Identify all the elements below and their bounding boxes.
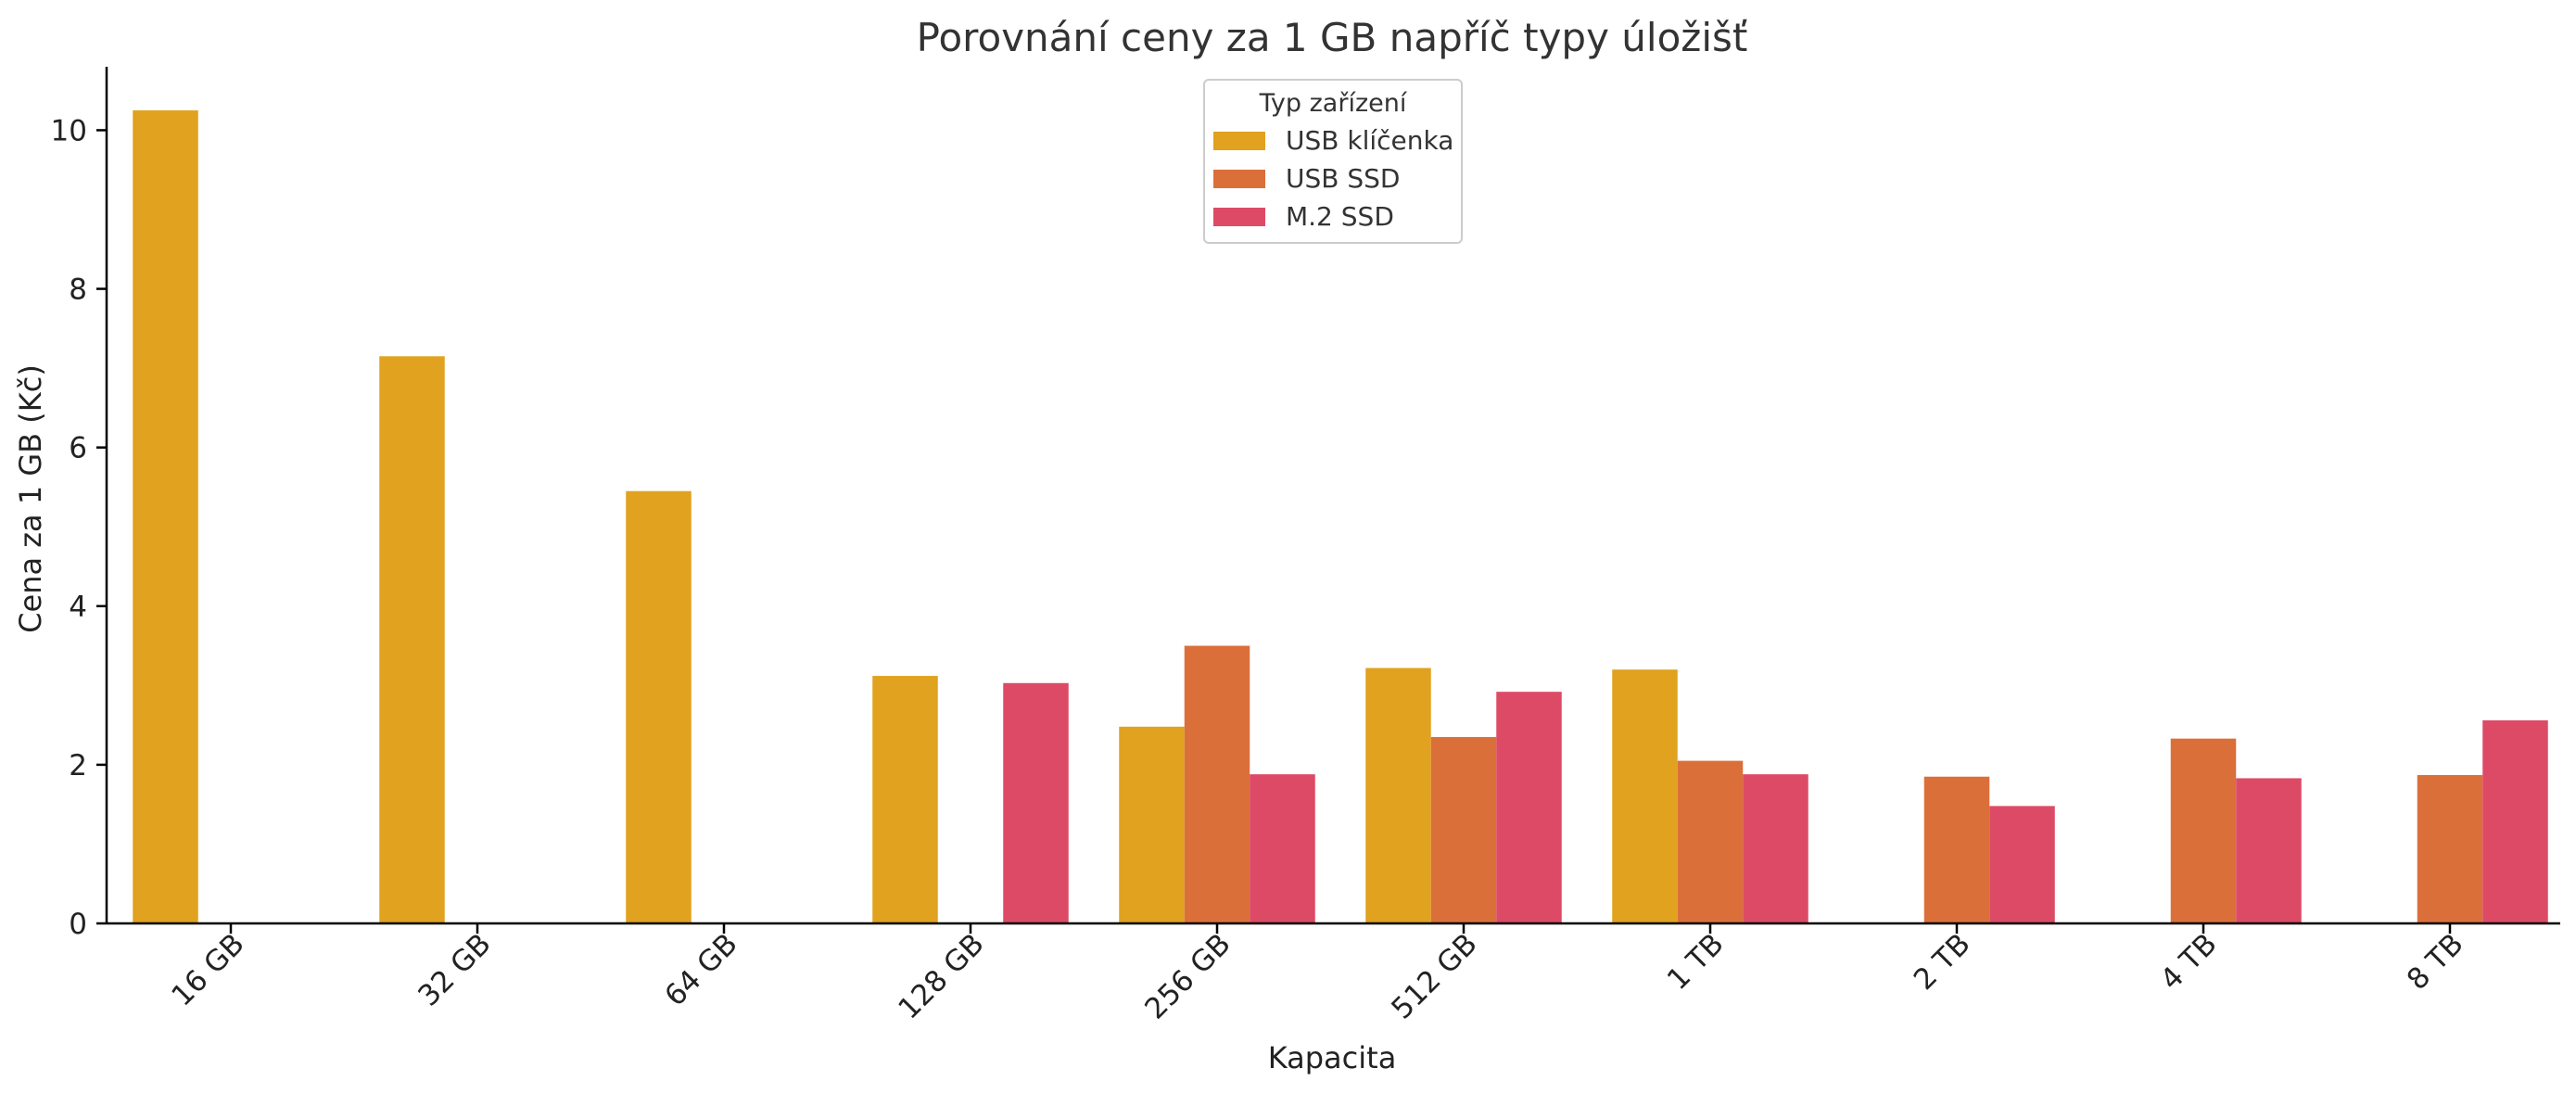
y-tick-label-3: 6 [69,432,87,465]
bar-0-6 [1612,669,1678,923]
legend-swatch-2 [1213,208,1265,226]
x-tick-label-9: 8 TB [2401,927,2470,997]
y-tick-label-1: 2 [69,749,87,782]
x-tick-label-3: 128 GB [892,927,990,1025]
x-tick-label-4: 256 GB [1138,927,1237,1025]
legend-swatch-1 [1213,170,1265,188]
bar-0-0 [133,110,198,924]
bar-1-7 [1923,776,1990,923]
bar-1-8 [2170,738,2237,923]
bar-0-5 [1365,668,1431,923]
legend-box [1203,79,1463,244]
y-tick-label-5: 10 [51,114,87,147]
bar-1-9 [2417,775,2483,923]
legend-label-0: USB klíčenka [1286,125,1453,156]
bar-0-4 [1119,726,1185,923]
bar-2-8 [2236,778,2302,923]
bars-group [133,110,2548,924]
legend-label-2: M.2 SSD [1286,201,1394,232]
y-tick-label-0: 0 [69,908,87,941]
y-tick-label-2: 4 [69,591,87,624]
bar-2-7 [1989,806,2055,923]
bar-0-2 [626,490,692,923]
x-tick-label-7: 2 TB [1908,927,1977,997]
x-tick-label-2: 64 GB [658,927,743,1012]
x-tick-label-0: 16 GB [165,927,250,1012]
bar-1-6 [1677,760,1744,923]
y-axis-label: Cena za 1 GB (Kč) [13,364,48,633]
chart-title: Porovnání ceny za 1 GB napříč typy úloži… [917,15,1748,60]
bar-2-4 [1250,774,1315,923]
legend: Typ zařízení USB klíčenka USB SSD M.2 SSD [1203,79,1463,244]
bar-1-4 [1184,645,1250,923]
x-tick-label-5: 512 GB [1385,927,1483,1025]
x-tick-label-8: 4 TB [2154,927,2224,997]
x-axis-label: Kapacita [1268,1040,1397,1075]
bar-2-3 [1003,682,1069,923]
legend-swatch-0 [1213,132,1265,150]
bar-0-3 [872,676,938,923]
x-tick-label-1: 32 GB [412,927,497,1012]
bar-1-5 [1430,736,1497,923]
bar-2-5 [1496,692,1562,923]
legend-title: Typ zařízení [1259,89,1408,118]
bar-2-6 [1743,774,1808,923]
bar-2-9 [2482,719,2548,923]
legend-label-1: USB SSD [1286,163,1400,194]
x-tick-label-6: 1 TB [1661,927,1731,997]
bar-0-1 [379,356,445,923]
y-tick-label-4: 8 [69,274,87,307]
